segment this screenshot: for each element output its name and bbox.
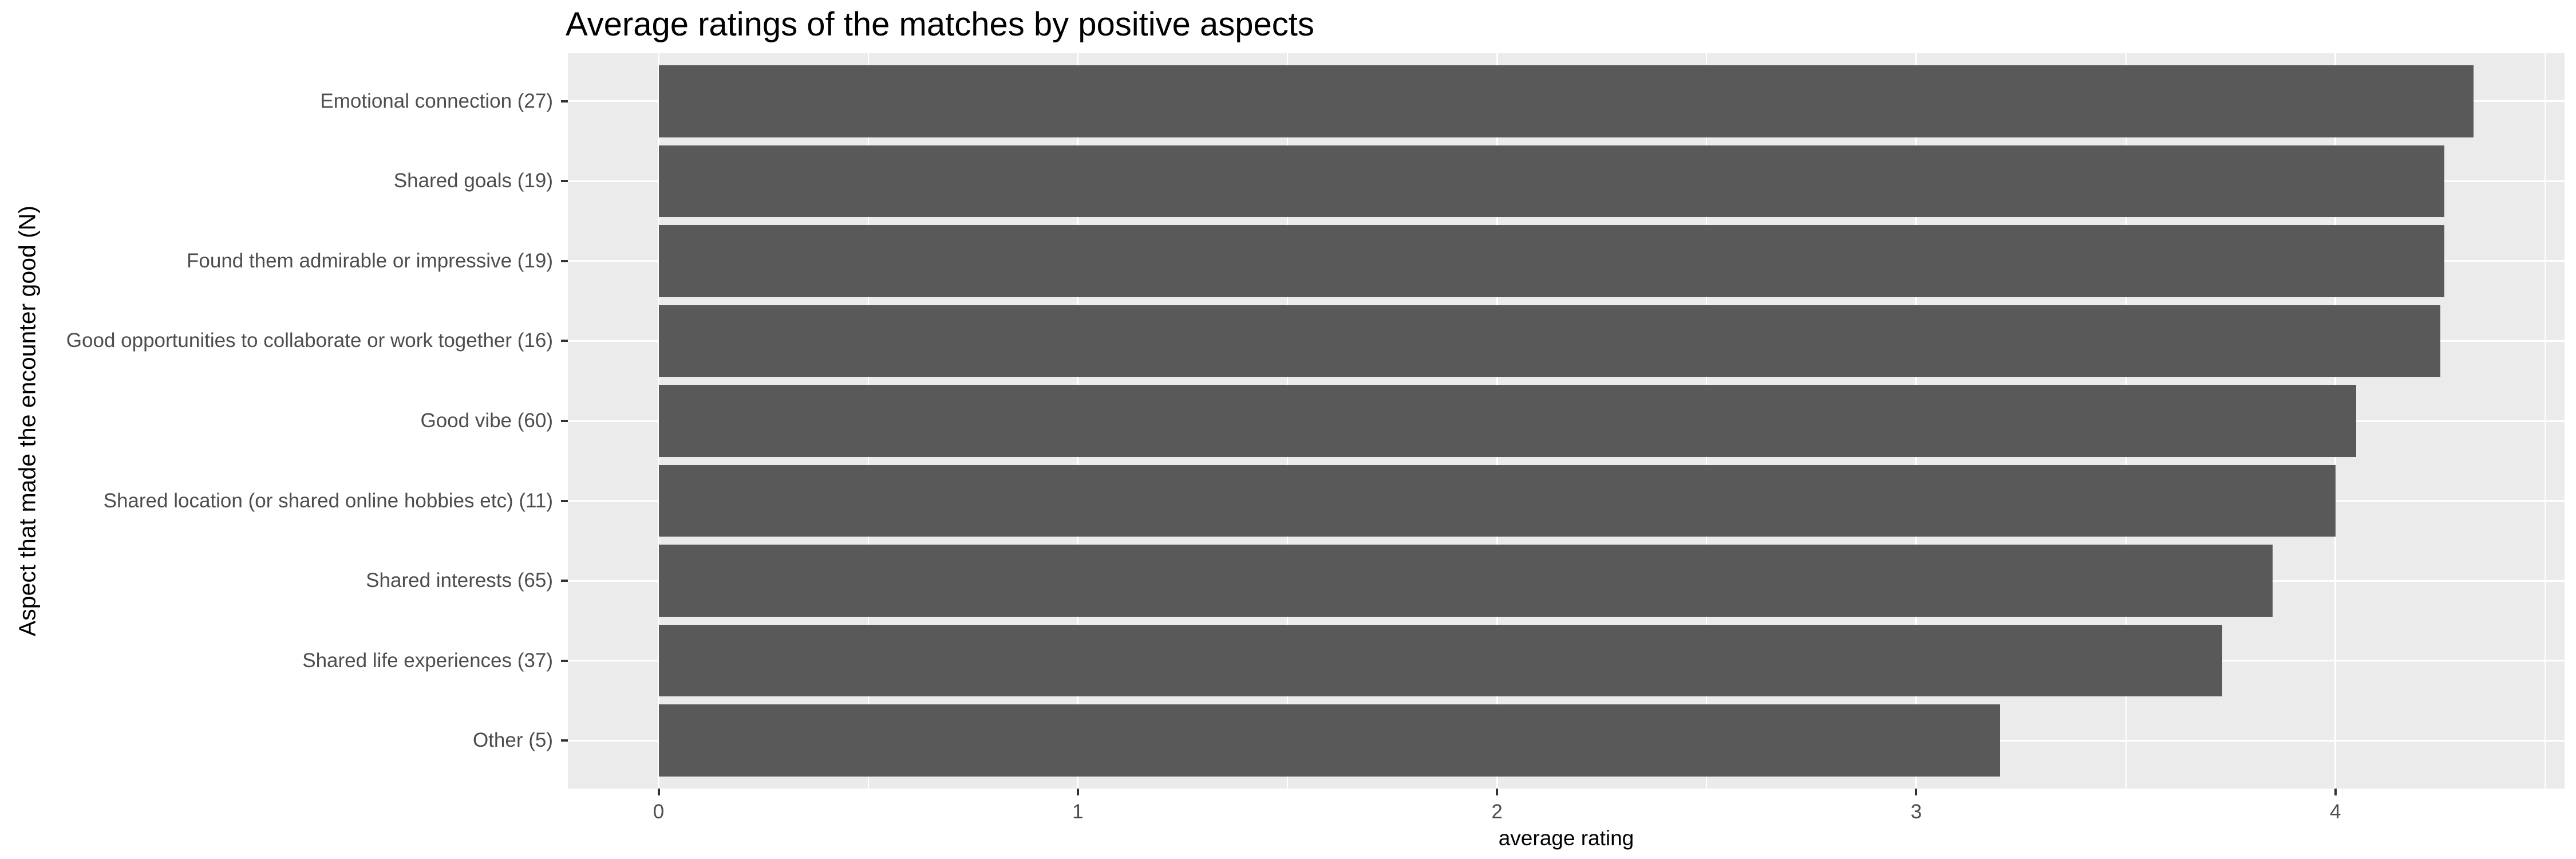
x-tick-mark (1076, 789, 1079, 795)
y-tick-label: Emotional connection (27) (320, 89, 553, 112)
bar (658, 225, 2445, 297)
x-tick-mark (657, 789, 660, 795)
y-axis-title: Aspect that made the encounter good (N) (14, 205, 41, 637)
y-tick-mark (561, 100, 568, 103)
y-tick-mark (561, 180, 568, 183)
y-tick-mark (561, 659, 568, 662)
chart-title: Average ratings of the matches by positi… (566, 6, 1314, 43)
y-tick-label: Good vibe (60) (420, 409, 553, 432)
bar (658, 145, 2445, 218)
y-tick-mark (561, 420, 568, 422)
x-tick-mark (1915, 789, 1918, 795)
y-tick-label: Shared goals (19) (393, 170, 553, 192)
y-tick-label: Shared interests (65) (366, 569, 553, 592)
x-tick-label: 1 (1072, 801, 1084, 823)
bar (658, 545, 2273, 617)
plot-panel (568, 53, 2565, 789)
y-tick-label: Good opportunities to collaborate or wor… (66, 329, 553, 352)
y-tick-mark (561, 580, 568, 582)
y-tick-label: Found them admirable or impressive (19) (187, 249, 553, 272)
y-tick-label: Shared location (or shared online hobbie… (103, 489, 553, 512)
y-tick-mark (561, 499, 568, 502)
y-tick-label: Other (5) (472, 729, 553, 752)
y-tick-mark (561, 340, 568, 342)
bar (658, 65, 2474, 137)
bar (658, 464, 2336, 537)
bar (658, 624, 2223, 697)
y-tick-label: Shared life experiences (37) (302, 649, 553, 672)
bar (658, 704, 2000, 777)
x-axis-title: average rating (1498, 826, 1634, 850)
x-tick-label: 0 (653, 801, 665, 823)
bar (658, 305, 2440, 377)
bar (658, 385, 2357, 457)
y-tick-mark (561, 739, 568, 742)
x-tick-mark (1496, 789, 1499, 795)
x-tick-label: 4 (2330, 801, 2341, 823)
y-tick-mark (561, 259, 568, 262)
x-tick-label: 3 (1910, 801, 1922, 823)
x-tick-mark (2334, 789, 2337, 795)
x-tick-label: 2 (1491, 801, 1503, 823)
